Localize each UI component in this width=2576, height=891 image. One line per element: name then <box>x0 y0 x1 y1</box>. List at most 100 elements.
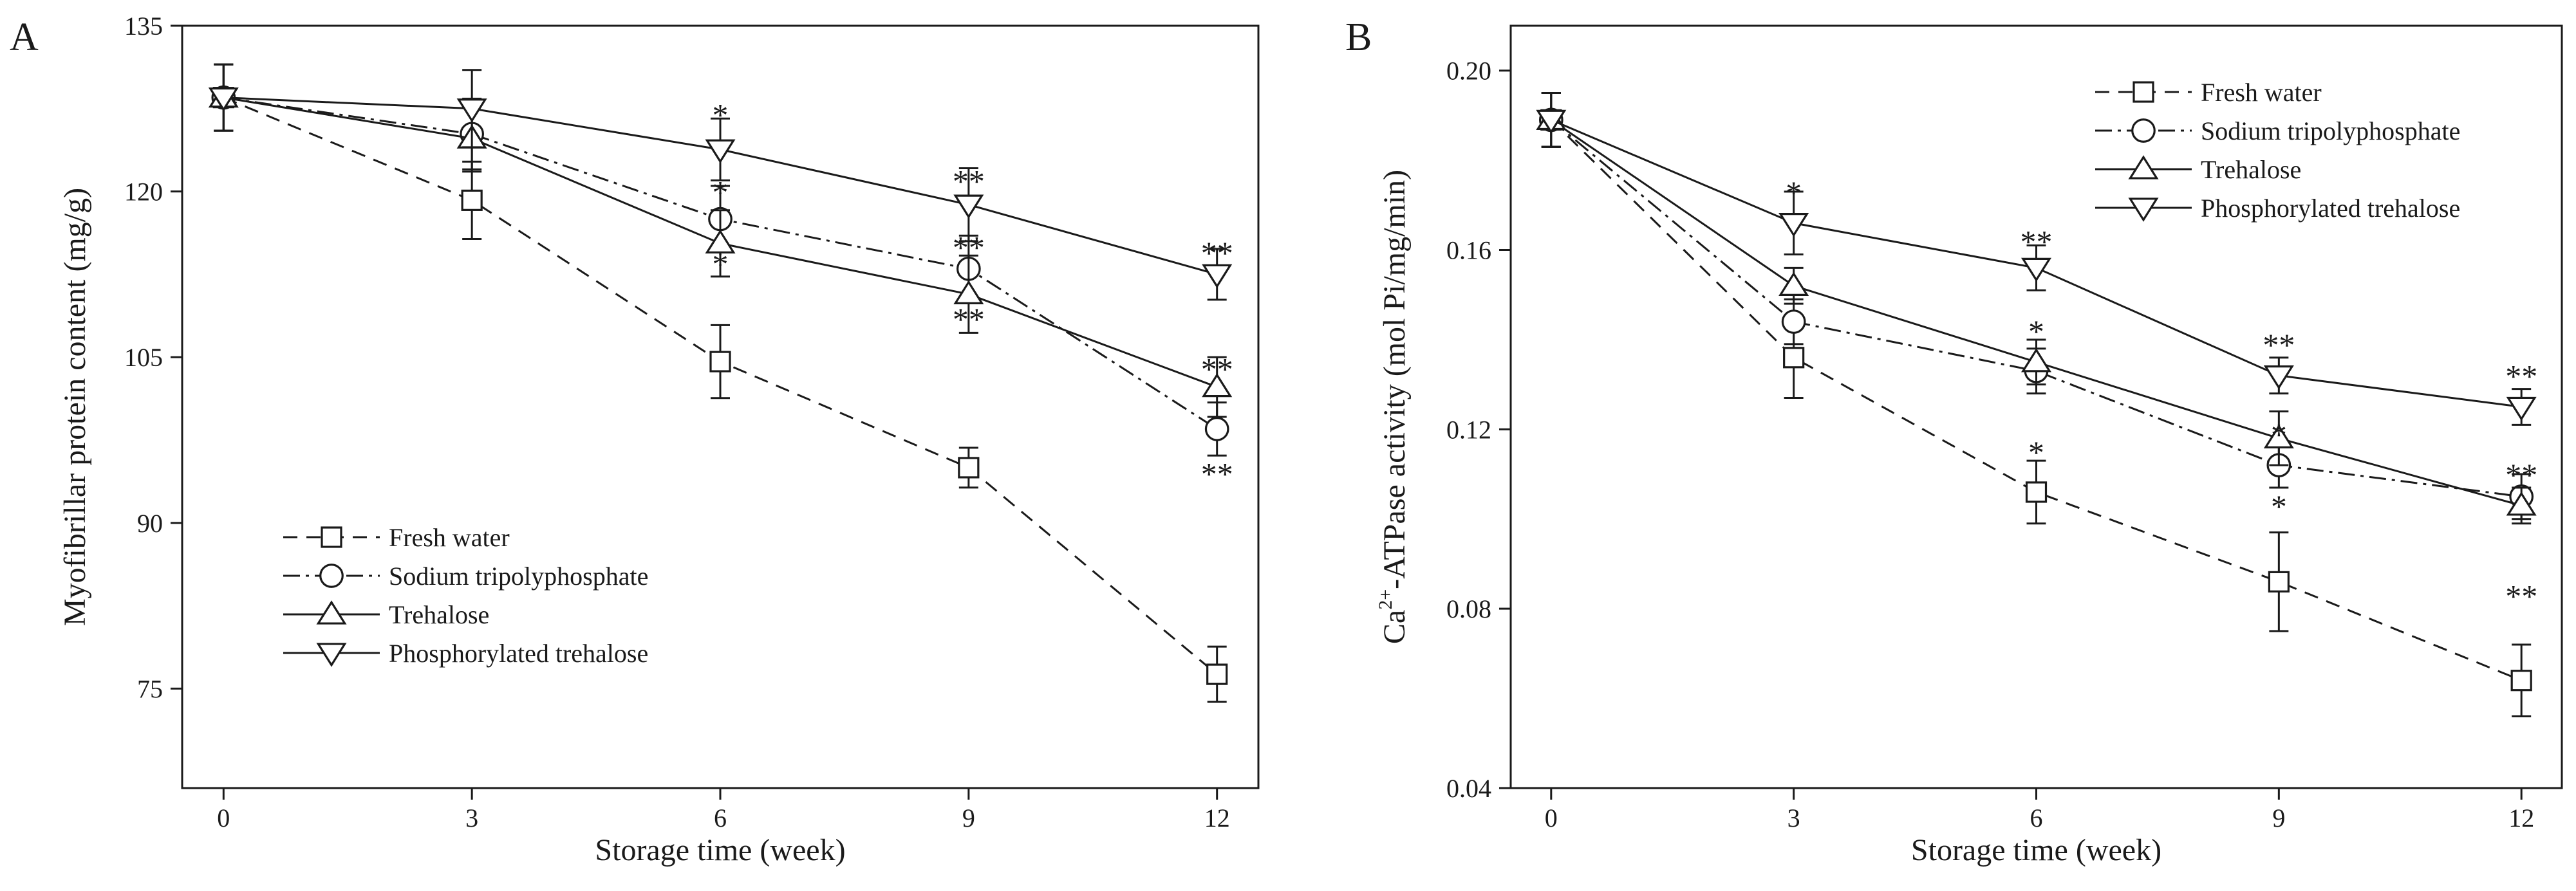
legend-marker <box>2128 197 2159 222</box>
y-tick-label: 105 <box>124 343 163 372</box>
significance-mark: ** <box>953 301 985 337</box>
data-point <box>1778 213 1809 237</box>
significance-mark: * <box>713 174 729 210</box>
chart-panel-a: A 0 3 6 9 12 75 90 105 120 135 Storage time (week) M… <box>10 12 1260 867</box>
data-point <box>2506 491 2537 516</box>
x-tick-label: 12 <box>2508 804 2534 832</box>
series-phosphorylated-trehalose <box>208 63 1233 301</box>
x-tick-label: 0 <box>217 804 230 832</box>
data-point <box>705 139 736 164</box>
data-point <box>1206 663 1228 685</box>
series-line <box>1550 119 2522 682</box>
y-axis-label: Myofibrillar protein content (mg/g) <box>58 188 92 626</box>
legend-marker <box>2131 118 2156 143</box>
y-tick-label: 0.20 <box>1446 57 1491 86</box>
legend-label: Phosphorylated trehalose <box>2201 194 2460 223</box>
y-tick-label: 0.16 <box>1446 236 1491 265</box>
data-point <box>709 351 731 372</box>
legend-label: Sodium tripolyphosphate <box>2201 116 2460 145</box>
significance-mark: * <box>2271 416 2287 452</box>
data-point <box>1783 347 1805 369</box>
data-point <box>1204 416 1229 441</box>
y-axis-label-rest: -ATPase activity (mol Pi/mg/min) <box>1377 170 1412 589</box>
x-tick-label: 3 <box>1787 804 1800 832</box>
x-tick-label: 12 <box>1204 804 1230 832</box>
chart-panel-b: B 0 3 6 9 12 0.04 0.08 0.12 0.16 0.20 Storage time … <box>1345 15 2563 867</box>
data-point <box>1202 264 1233 289</box>
significance-mark: ** <box>1201 351 1233 387</box>
data-point <box>2268 571 2290 592</box>
data-point <box>2263 424 2294 448</box>
data-point <box>461 189 483 211</box>
legend-marker <box>2133 81 2154 103</box>
legend-label: Fresh water <box>389 523 510 552</box>
x-tick-label: 3 <box>465 804 478 832</box>
legend-label: Sodium tripolyphosphate <box>389 562 648 591</box>
significance-mark: ** <box>2505 358 2537 394</box>
legend-label: Fresh water <box>2201 78 2322 107</box>
y-axis-label-main: Ca <box>1377 610 1412 644</box>
legend-marker <box>2128 155 2159 179</box>
x-tick-label: 9 <box>962 804 975 832</box>
data-point <box>953 280 984 304</box>
data-point <box>456 98 487 123</box>
y-tick-label: 0.12 <box>1446 415 1491 444</box>
significance-mark: * <box>713 246 729 282</box>
legend-marker <box>316 600 347 625</box>
y-tick-label: 0.08 <box>1446 594 1491 623</box>
x-tick-label: 6 <box>2030 804 2043 832</box>
significance-mark: ** <box>1201 235 1233 271</box>
legend: Fresh water Sodium tripolyphosphate Trehal… <box>2095 78 2460 223</box>
legend-label: Phosphorylated trehalose <box>389 639 648 668</box>
x-tick-label: 9 <box>2272 804 2285 832</box>
significance-mark: ** <box>2021 224 2053 260</box>
significance-mark: * <box>2028 434 2044 470</box>
significance-mark: ** <box>1201 456 1233 492</box>
data-point <box>2021 348 2052 372</box>
data-point <box>2021 257 2052 282</box>
data-point <box>2025 481 2048 503</box>
y-tick-label: 135 <box>124 12 163 41</box>
panel-label: B <box>1345 15 1372 59</box>
data-point <box>958 457 980 479</box>
significance-mark: ** <box>2505 457 2537 493</box>
data-point <box>1778 271 1809 296</box>
legend-marker <box>316 643 347 667</box>
data-point <box>705 229 736 253</box>
legend-marker <box>319 564 344 588</box>
y-tick-label: 90 <box>137 509 163 538</box>
significance-mark: ** <box>2263 327 2295 363</box>
x-tick-label: 0 <box>1545 804 1558 832</box>
significance-mark: ** <box>2505 578 2537 614</box>
panel-label: A <box>10 15 39 59</box>
significance-mark: * <box>1786 174 1802 210</box>
y-tick-label: 0.04 <box>1446 774 1491 803</box>
data-point <box>1202 372 1233 398</box>
legend-marker <box>321 526 342 548</box>
legend-label: Trehalose <box>389 600 489 629</box>
legend-label: Trehalose <box>2201 155 2301 184</box>
series-trehalose <box>1536 92 2537 525</box>
data-point <box>2263 365 2294 390</box>
y-axis-label: Ca2+-ATPase activity (mol Pi/mg/min) <box>1375 170 1412 644</box>
x-axis-label: Storage time (week) <box>595 833 845 867</box>
significance-mark: ** <box>953 163 985 199</box>
series-phosphorylated-trehalose <box>1536 92 2537 426</box>
significance-mark: * <box>2028 313 2044 349</box>
data-point <box>208 87 239 112</box>
data-point <box>1781 309 1806 334</box>
significance-mark: * <box>713 96 729 133</box>
x-tick-label: 6 <box>714 804 727 832</box>
data-point <box>1536 109 1567 134</box>
legend: Fresh water Sodium tripolyphosphate Trehal… <box>283 523 648 668</box>
data-point <box>953 194 984 219</box>
x-axis-label: Storage time (week) <box>1911 833 2161 867</box>
y-tick-label: 120 <box>124 178 163 207</box>
y-tick-label: 75 <box>137 674 163 703</box>
significance-mark: ** <box>953 229 985 265</box>
significance-mark: * <box>2271 488 2287 524</box>
data-point <box>2506 396 2537 421</box>
y-axis-label-superscript: 2+ <box>1375 589 1396 610</box>
data-point <box>2510 670 2532 692</box>
